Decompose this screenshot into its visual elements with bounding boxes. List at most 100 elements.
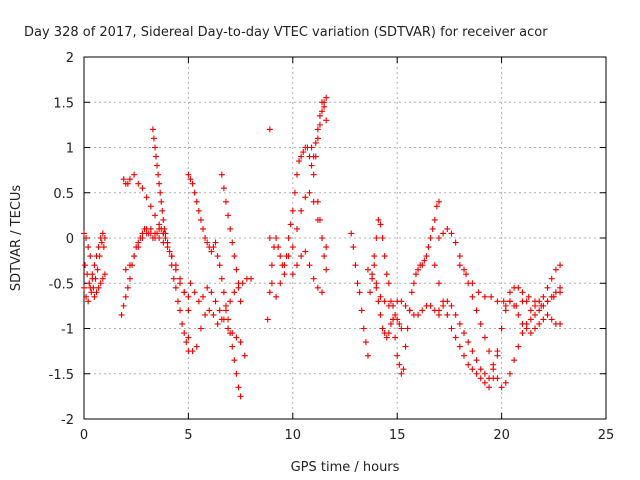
data-point: [494, 298, 501, 305]
data-point: [444, 311, 451, 318]
data-point: [444, 225, 451, 232]
data-point: [375, 216, 382, 223]
data-point: [225, 212, 232, 219]
data-point: [101, 235, 108, 241]
data-point: [481, 370, 488, 377]
data-point: [87, 253, 94, 260]
data-point: [88, 289, 95, 296]
data-point: [158, 198, 165, 205]
data-point: [177, 307, 184, 314]
data-point: [540, 293, 547, 300]
data-point: [461, 352, 468, 359]
data-point: [490, 366, 497, 373]
y-tick-label: 2: [66, 51, 74, 66]
data-point: [298, 207, 305, 214]
data-point: [229, 239, 236, 246]
data-point: [319, 99, 326, 106]
data-point: [229, 330, 236, 337]
data-point: [500, 298, 507, 305]
data-point: [231, 357, 238, 364]
data-point: [540, 316, 547, 323]
data-point: [212, 298, 219, 305]
data-point: [473, 357, 480, 364]
data-point: [220, 185, 227, 192]
data-point: [364, 266, 371, 273]
data-point: [523, 325, 530, 332]
y-tick-label: 1.5: [53, 96, 74, 111]
data-point: [124, 284, 131, 291]
data-point: [490, 375, 497, 382]
data-point: [412, 271, 419, 278]
y-tick-label: 0: [66, 232, 74, 247]
data-point: [281, 271, 288, 278]
point-series: [348, 198, 442, 377]
data-point: [371, 253, 378, 260]
x-tick-label: 0: [80, 428, 88, 443]
y-tick-label: 1: [66, 142, 74, 157]
data-point: [220, 289, 227, 296]
data-point: [147, 225, 154, 232]
data-point: [149, 126, 156, 133]
data-point: [153, 153, 160, 160]
data-point: [519, 320, 526, 327]
data-point: [191, 289, 198, 296]
data-point: [548, 316, 555, 323]
data-point: [227, 298, 234, 305]
data-point: [101, 271, 108, 278]
data-point: [277, 280, 284, 287]
data-point: [532, 302, 539, 309]
data-point: [398, 370, 405, 377]
data-point: [187, 280, 194, 287]
data-point: [456, 320, 463, 327]
data-point: [179, 320, 186, 327]
y-tick-label: -1: [61, 323, 74, 338]
data-point: [452, 239, 459, 246]
data-point: [527, 307, 534, 314]
data-point: [419, 262, 426, 269]
data-point: [557, 262, 564, 269]
data-point: [456, 262, 463, 269]
data-point: [85, 298, 92, 305]
data-point: [291, 189, 298, 196]
data-point: [314, 126, 321, 133]
data-point: [469, 280, 476, 287]
data-point: [241, 352, 248, 359]
data-point: [402, 302, 409, 309]
data-point: [160, 230, 167, 237]
data-point: [419, 307, 426, 314]
data-point: [154, 162, 161, 169]
data-point: [461, 330, 468, 337]
data-point: [97, 280, 104, 287]
data-point: [383, 271, 390, 278]
data-point: [289, 271, 296, 278]
data-point: [410, 280, 417, 287]
data-point: [423, 253, 430, 260]
data-point: [273, 293, 280, 300]
data-point: [536, 320, 543, 327]
data-point: [293, 171, 300, 178]
x-tick-label: 15: [389, 428, 406, 443]
data-point: [225, 325, 232, 332]
data-point: [448, 302, 455, 309]
data-point: [177, 275, 184, 282]
data-point: [222, 307, 229, 314]
data-point: [513, 302, 520, 309]
data-point: [544, 284, 551, 291]
data-point: [231, 253, 238, 260]
data-point: [94, 266, 101, 273]
data-point: [354, 280, 361, 287]
data-point: [498, 384, 505, 391]
data-point: [544, 311, 551, 318]
data-point: [120, 302, 127, 309]
data-point: [298, 153, 305, 160]
data-point: [126, 176, 133, 183]
data-point: [222, 198, 229, 205]
data-point: [126, 275, 133, 282]
data-point: [306, 189, 313, 196]
data-point: [511, 357, 518, 364]
data-point: [398, 298, 405, 305]
data-point: [557, 320, 564, 327]
data-point: [448, 230, 455, 237]
data-point: [214, 253, 221, 260]
x-tick-label: 10: [285, 428, 302, 443]
